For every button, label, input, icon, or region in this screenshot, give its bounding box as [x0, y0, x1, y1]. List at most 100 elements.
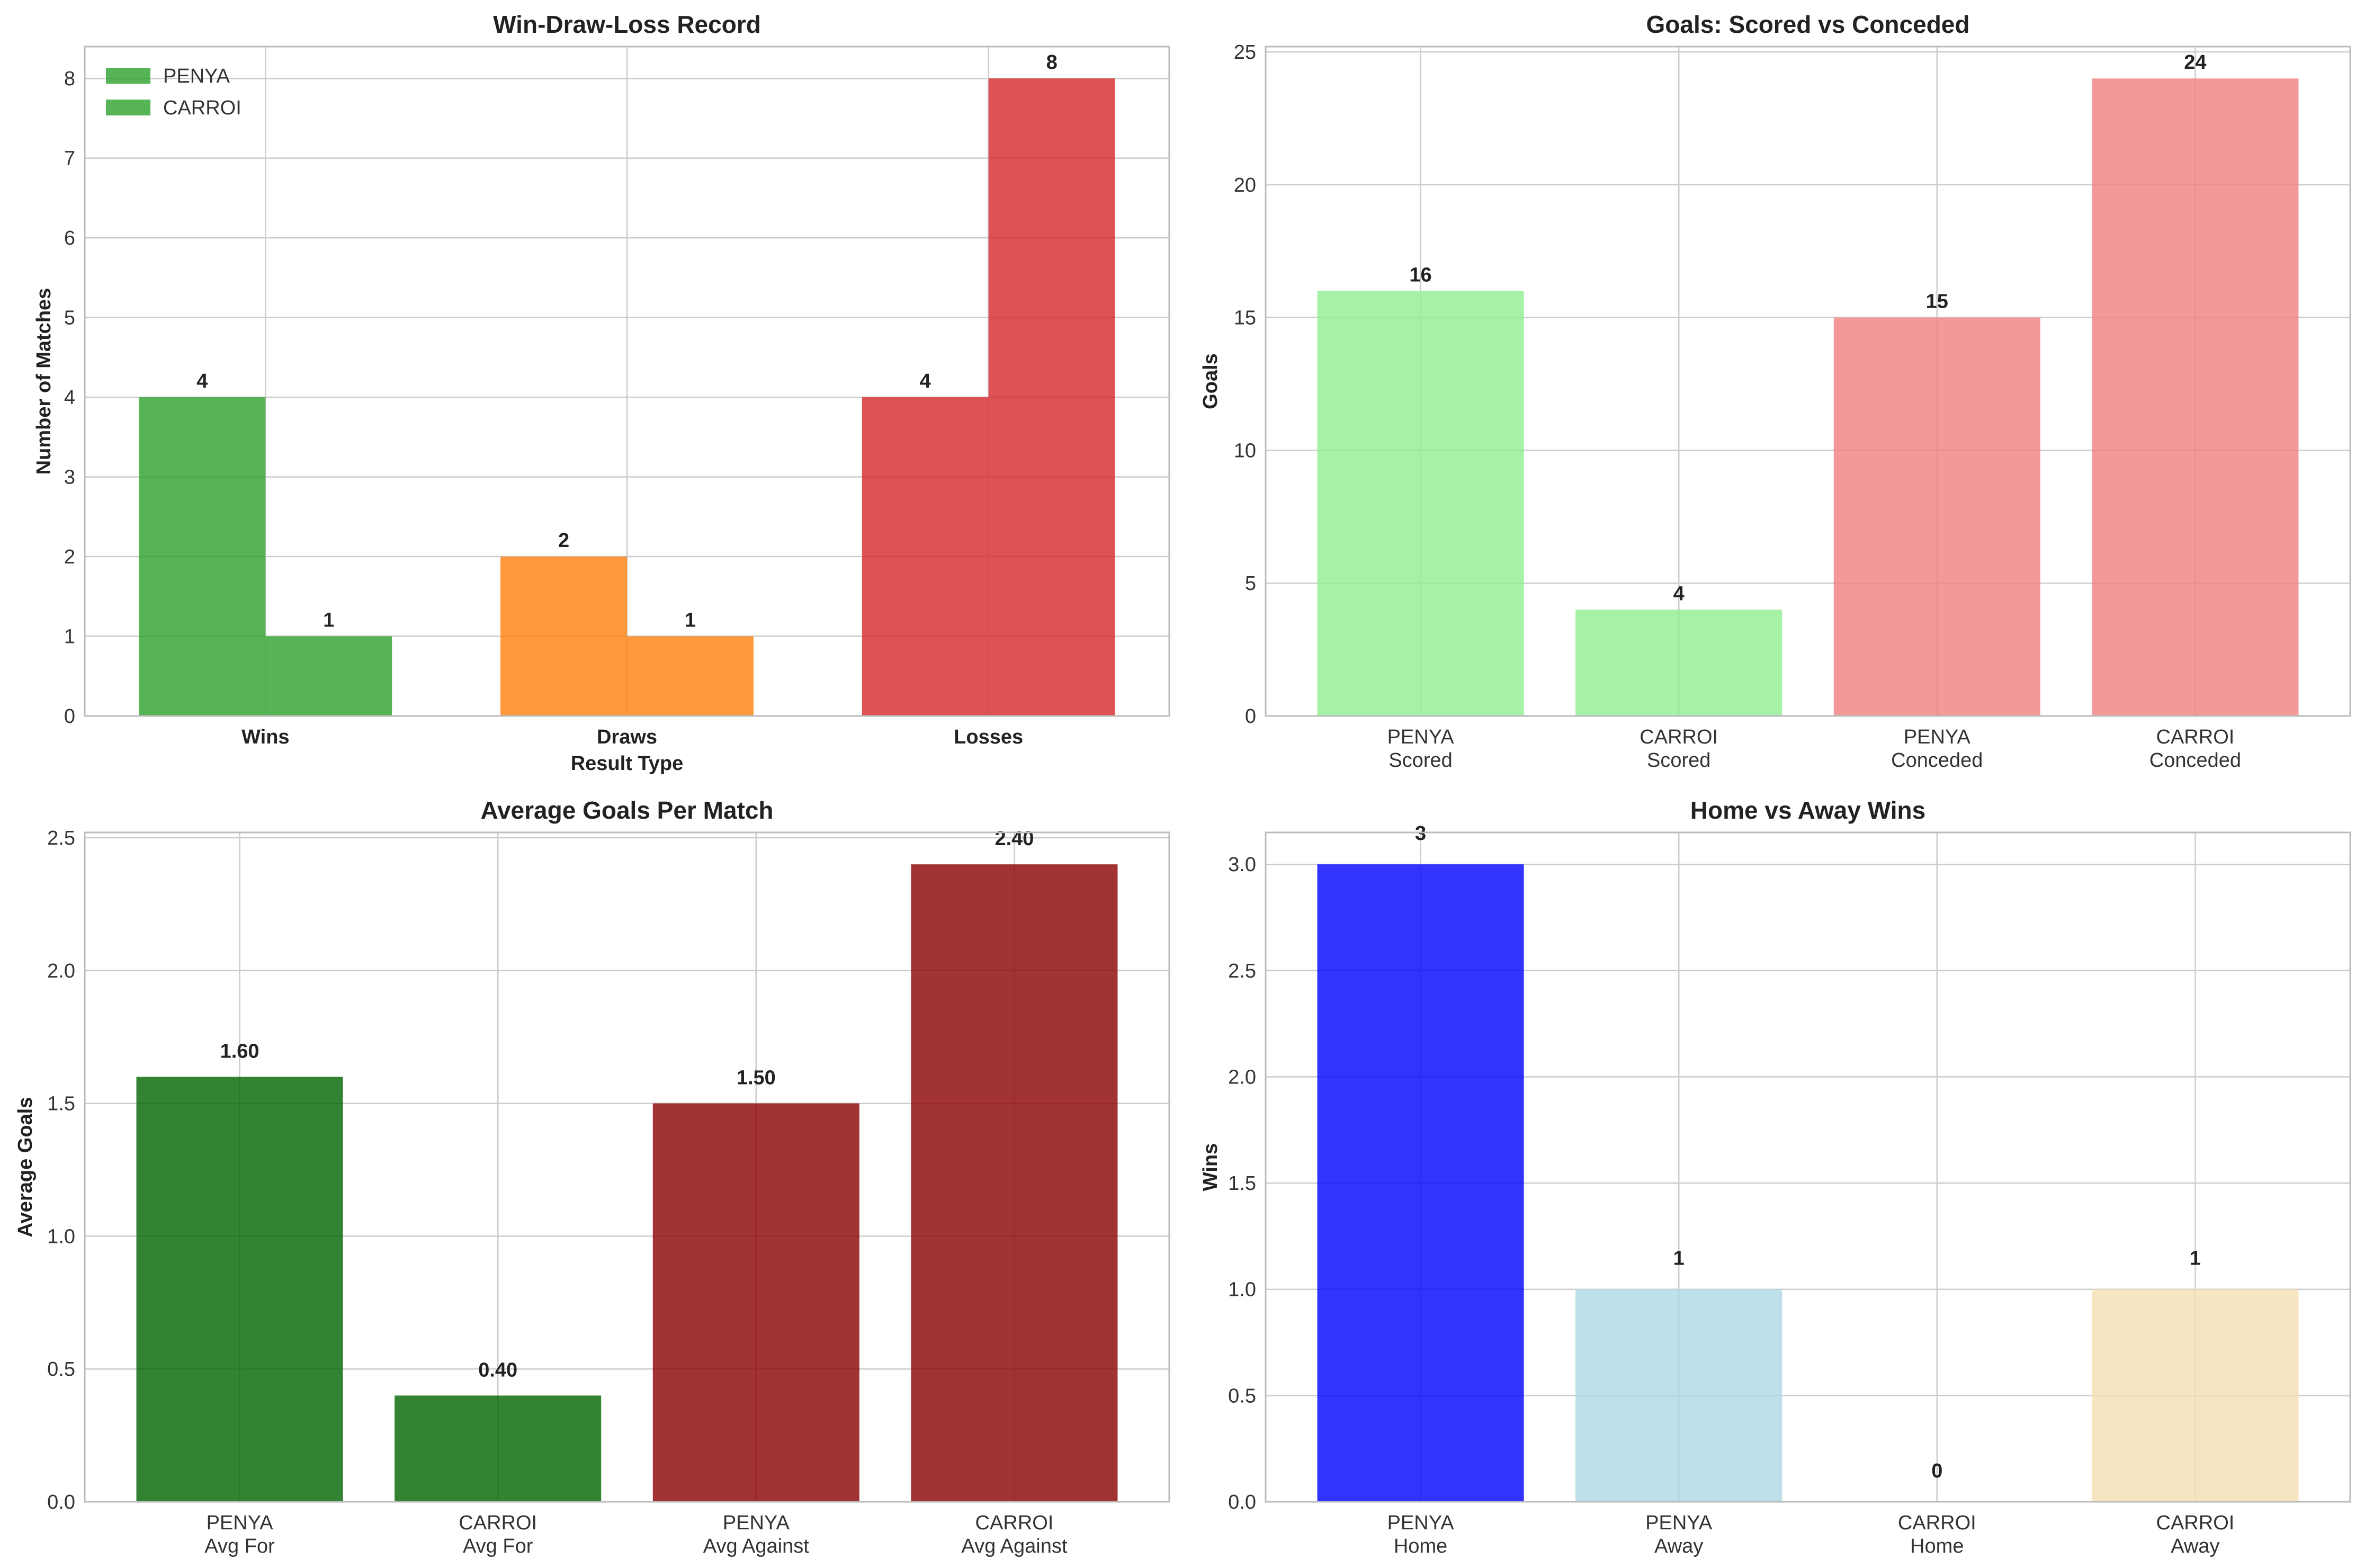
x-tick-label: Draws: [597, 726, 657, 748]
axes-frame: [84, 46, 1170, 717]
y-axis-label: Goals: [1199, 353, 1222, 409]
y-tick-label: 2: [64, 546, 75, 568]
chart-title: Goals: Scored vs Conceded: [1646, 11, 1970, 38]
x-tick-labels: PENYAScoredCARROIScoredPENYAConcededCARR…: [1387, 726, 2241, 772]
x-tick-label: Avg Against: [703, 1535, 809, 1557]
y-tick-label: 1.5: [1228, 1172, 1256, 1195]
y-axis-label: Number of Matches: [33, 288, 55, 475]
data-label: 1: [685, 610, 696, 632]
axes-frame: [84, 831, 1170, 1503]
bars: [136, 864, 1118, 1502]
y-tick-label: 0: [64, 705, 75, 728]
x-tick-label: Wins: [241, 726, 289, 748]
data-labels: 3 1 0 1: [1415, 822, 2201, 1482]
bar-penya-wins: [139, 397, 266, 716]
data-labels: 1.60 0.40 1.50 2.40: [220, 828, 1034, 1381]
x-tick-label: Avg For: [463, 1535, 533, 1557]
y-tick-labels: 0.0 0.5 1.0 1.5 2.0 2.5: [47, 827, 75, 1513]
x-tick-label: CARROI: [975, 1512, 1054, 1534]
axes-frame: [1265, 831, 2351, 1503]
legend-label: CARROI: [163, 97, 241, 119]
y-tick-label: 4: [64, 387, 75, 409]
chart-panel-p3: 1.600.401.502.400.00.51.01.52.02.5PENYAA…: [14, 796, 1170, 1557]
y-tick-label: 5: [1245, 572, 1256, 595]
bars: [1317, 864, 2299, 1502]
y-tick-label: 2.5: [1228, 960, 1256, 982]
y-tick-label: 1.0: [1228, 1279, 1256, 1301]
y-tick-label: 0.5: [1228, 1385, 1256, 1407]
y-tick-label: 10: [1234, 440, 1256, 462]
bar-carroi-losses: [988, 78, 1115, 716]
bar-2: [1833, 317, 2040, 716]
y-tick-label: 2.0: [1228, 1066, 1256, 1088]
y-tick-label: 20: [1234, 174, 1256, 196]
y-tick-label: 0.5: [47, 1358, 75, 1381]
y-axis-label: Wins: [1199, 1143, 1222, 1191]
data-label: 1: [323, 610, 334, 632]
x-tick-label: Away: [2171, 1535, 2219, 1557]
x-tick-label: PENYA: [1387, 1512, 1455, 1534]
data-label: 24: [2184, 51, 2206, 74]
legend: PENYA CARROI: [106, 65, 241, 119]
x-tick-label: Home: [1394, 1535, 1447, 1557]
x-tick-label: CARROI: [2156, 1512, 2235, 1534]
chart-title: Average Goals Per Match: [480, 796, 773, 824]
bar-2: [652, 1103, 859, 1502]
bar-carroi-draws: [627, 636, 754, 716]
data-label: 2: [558, 530, 569, 552]
legend-swatch: [106, 68, 150, 84]
y-tick-label: 7: [64, 148, 75, 170]
y-tick-label: 8: [64, 68, 75, 90]
y-tick-label: 0: [1245, 705, 1256, 728]
data-label: 4: [920, 370, 931, 392]
x-tick-label: PENYA: [723, 1512, 790, 1534]
bar-0: [136, 1077, 343, 1502]
bar-3: [2092, 78, 2299, 716]
data-label: 16: [1409, 264, 1431, 286]
bars: [139, 78, 1115, 716]
x-tick-label: PENYA: [1645, 1512, 1713, 1534]
y-tick-label: 1: [64, 626, 75, 648]
data-labels: 4 2 4 1 1 8: [196, 51, 1057, 631]
legend-label: PENYA: [163, 65, 230, 87]
x-tick-label: PENYA: [1904, 726, 1971, 748]
chart-title: Win-Draw-Loss Record: [493, 11, 761, 38]
data-label: 1: [2190, 1248, 2201, 1270]
y-tick-label: 5: [64, 307, 75, 329]
bar-1: [395, 1395, 602, 1502]
data-label: 1.50: [737, 1067, 776, 1089]
y-tick-labels: 0 5 10 15 20 25: [1234, 41, 1256, 728]
x-tick-label: Avg For: [204, 1535, 275, 1557]
x-tick-label: Conceded: [2149, 749, 2241, 772]
x-tick-label: PENYA: [207, 1512, 274, 1534]
y-tick-label: 0.0: [47, 1491, 75, 1513]
y-tick-label: 2.5: [47, 827, 75, 849]
x-tick-label: PENYA: [1387, 726, 1455, 748]
x-tick-label: Scored: [1388, 749, 1452, 772]
y-tick-label: 2.0: [47, 960, 75, 982]
y-tick-labels: 0.0 0.5 1.0 1.5 2.0 2.5 3.0: [1228, 854, 1256, 1513]
x-tick-label: CARROI: [1640, 726, 1718, 748]
y-tick-label: 0.0: [1228, 1491, 1256, 1513]
x-tick-label: Away: [1654, 1535, 1703, 1557]
bar-carroi-wins: [265, 636, 392, 716]
x-axis-label: Result Type: [571, 752, 684, 775]
y-tick-label: 1.5: [47, 1093, 75, 1115]
x-tick-label: CARROI: [2156, 726, 2235, 748]
x-tick-label: Avg Against: [961, 1535, 1067, 1557]
data-label: 0.40: [478, 1359, 517, 1381]
bar-penya-draws: [500, 557, 627, 716]
bar-3: [2092, 1289, 2299, 1502]
chart-title: Home vs Away Wins: [1690, 796, 1925, 824]
y-tick-label: 3.0: [1228, 854, 1256, 876]
data-label: 15: [1926, 291, 1948, 313]
y-tick-label: 25: [1234, 41, 1256, 64]
bar-1: [1575, 1289, 1782, 1502]
bar-penya-losses: [862, 397, 989, 716]
bars: [1317, 78, 2299, 716]
bar-0: [1317, 291, 1524, 716]
bar-3: [911, 864, 1118, 1502]
data-label: 1: [1673, 1248, 1685, 1270]
